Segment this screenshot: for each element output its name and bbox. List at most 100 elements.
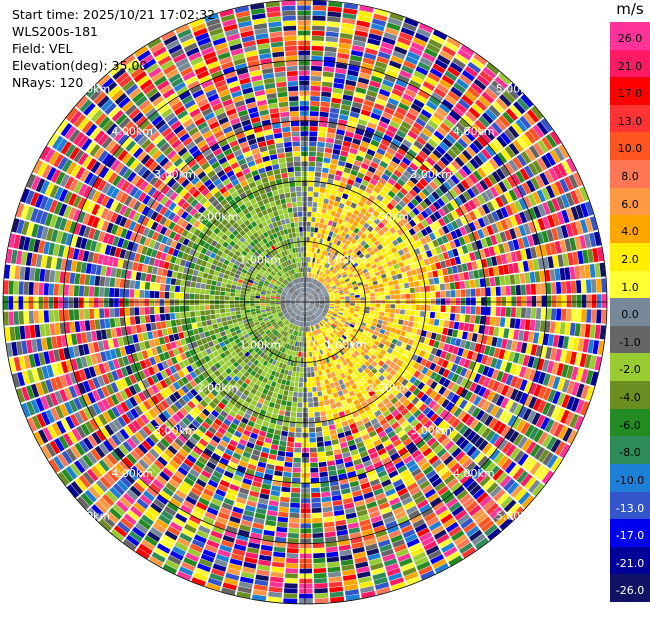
gate-cell [308, 202, 313, 207]
gate-cell [323, 163, 330, 169]
gate-cell [496, 287, 501, 296]
gate-cell [500, 276, 506, 286]
gate-cell [324, 436, 331, 442]
gate-cell [584, 265, 590, 279]
gate-cell [289, 427, 295, 432]
gate-cell [308, 397, 313, 402]
gate-cell [390, 309, 395, 313]
gate-cell [310, 111, 319, 116]
gate-cell [394, 285, 399, 290]
gate-cell [451, 306, 456, 313]
gate-cell [405, 305, 410, 310]
gate-cell [301, 513, 311, 518]
gate-cell [316, 381, 321, 386]
gate-cell [398, 319, 403, 324]
gate-cell [308, 387, 312, 392]
gate-cell [280, 497, 290, 503]
gate-cell [286, 380, 291, 385]
gate-cell [322, 203, 327, 208]
gate-cell [434, 319, 440, 326]
gate-cell [571, 281, 576, 294]
gate-cell [311, 86, 321, 91]
gate-cell [370, 293, 375, 297]
gate-cell [327, 128, 336, 134]
gate-cell [440, 284, 445, 291]
gate-cell [292, 371, 296, 376]
gate-cell [311, 81, 321, 86]
gate-cell [276, 532, 287, 538]
gate-cell [393, 280, 398, 285]
gate-cell [291, 488, 300, 493]
gate-cell [531, 308, 536, 319]
gate-cell [280, 436, 287, 442]
gate-cell [299, 91, 309, 96]
gate-cell [337, 207, 343, 213]
gate-cell [413, 275, 419, 281]
gate-cell [437, 269, 443, 276]
gate-cell [319, 188, 325, 193]
gate-cell [310, 96, 320, 101]
gate-cell [275, 466, 283, 472]
gate-cell [355, 309, 360, 312]
gate-cell [317, 386, 322, 391]
gate-cell [511, 296, 516, 306]
gate-cell [319, 472, 327, 477]
gate-cell [323, 374, 328, 379]
gate-cell [314, 583, 327, 588]
gate-cell [317, 233, 321, 238]
gate-cell [469, 324, 475, 332]
gate-cell [312, 243, 315, 248]
gate-cell [275, 425, 282, 431]
gate-cell [309, 151, 316, 156]
gate-cell [455, 282, 460, 290]
gate-cell [289, 513, 299, 518]
gate-cell [300, 101, 309, 106]
gate-cell [300, 106, 309, 111]
gate-cell [531, 296, 536, 307]
gate-cell [397, 324, 403, 330]
gate-cell [460, 281, 465, 289]
gate-cell [293, 366, 297, 371]
gate-cell [330, 195, 336, 201]
gate-cell [289, 366, 293, 371]
gate-cell [314, 187, 320, 192]
gate-cell [460, 314, 465, 322]
gate-cell [298, 26, 311, 31]
gate-cell [400, 305, 405, 310]
gate-cell [298, 51, 310, 56]
gate-cell [306, 267, 308, 272]
gate-cell [291, 376, 295, 381]
gate-cell [273, 552, 285, 558]
gate-cell [313, 538, 324, 543]
gate-cell [298, 392, 303, 397]
gate-cell [306, 332, 308, 337]
gate-cell [491, 297, 496, 306]
gate-cell [445, 283, 450, 290]
gate-cell [301, 483, 310, 488]
gate-cell [291, 356, 295, 361]
gate-cell [306, 257, 308, 262]
gate-cell [447, 267, 453, 275]
gate-cell [313, 392, 318, 397]
gate-cell [288, 371, 292, 376]
gate-cell [333, 144, 341, 150]
gate-cell [461, 298, 466, 305]
gate-cell [449, 321, 455, 328]
gate-cell [327, 561, 340, 567]
gate-cell [365, 297, 370, 300]
gate-cell [503, 264, 509, 274]
gate-cell [319, 401, 324, 406]
gate-cell [450, 313, 455, 320]
gate-cell [413, 322, 419, 328]
gate-cell [473, 270, 479, 279]
gate-cell [394, 314, 399, 319]
gate-cell [312, 387, 317, 392]
gate-cell [427, 272, 433, 279]
gate-cell [313, 6, 327, 11]
gate-cell [324, 527, 335, 533]
gate-cell [287, 442, 294, 447]
gate-cell [306, 327, 308, 332]
gate-cell [284, 416, 290, 421]
gate-cell [368, 317, 373, 321]
gate-cell [319, 122, 328, 127]
